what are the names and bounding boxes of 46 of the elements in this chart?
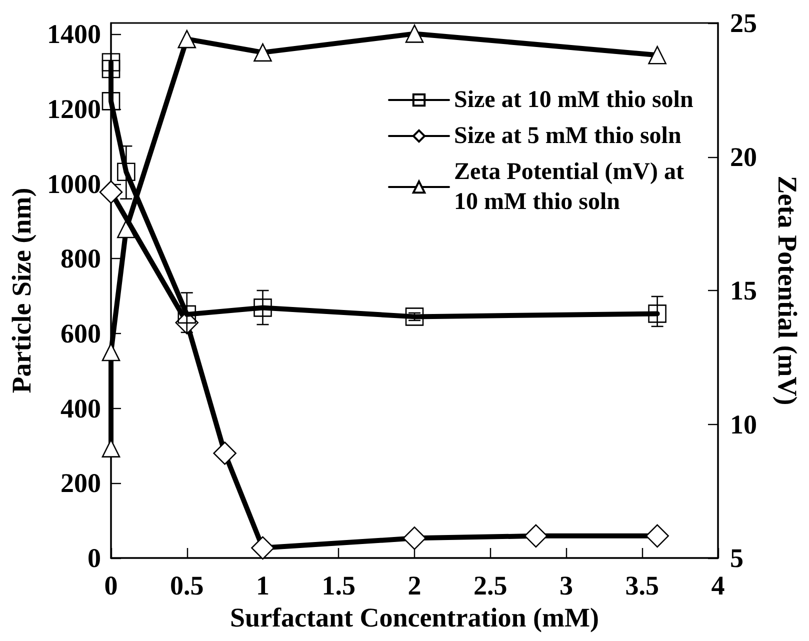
y2-tick-label: 25 bbox=[730, 8, 757, 38]
point bbox=[646, 524, 669, 548]
legend-label: Zeta Potential (mV) at 10 mM thio soln bbox=[454, 159, 690, 215]
point bbox=[648, 304, 666, 323]
y-tick-label: 1000 bbox=[47, 168, 101, 199]
point bbox=[178, 30, 196, 48]
x-axis-title: Surfactant Concentration (mM) bbox=[230, 602, 599, 632]
x-tick-label: 3 bbox=[560, 570, 573, 600]
y2-tick-label: 15 bbox=[730, 276, 757, 306]
point bbox=[102, 439, 120, 458]
x-tick-label: 1 bbox=[256, 570, 270, 600]
y2-axis-title: Zeta Potential (mV) bbox=[772, 176, 802, 406]
y2-tick-label: 10 bbox=[730, 409, 757, 440]
legend-label: Size at 10 mM thio soln bbox=[454, 87, 694, 113]
x-tick-label: 0.5 bbox=[170, 570, 204, 600]
point bbox=[117, 162, 136, 182]
x-tick-label: 3.5 bbox=[625, 570, 659, 600]
y-tick-label: 600 bbox=[60, 318, 101, 349]
legend-label: Size at 5 mM thio soln bbox=[454, 123, 682, 149]
y-tick-label: 1200 bbox=[47, 94, 101, 124]
y2-tick-label: 20 bbox=[730, 142, 757, 172]
y-tick-label: 200 bbox=[60, 468, 101, 498]
y-tick-label: 0 bbox=[88, 543, 101, 573]
y-axis-title: Particle Size (nm) bbox=[6, 188, 36, 394]
point bbox=[213, 442, 236, 465]
y-tick-label: 800 bbox=[60, 244, 101, 274]
point bbox=[102, 92, 120, 110]
x-tick-label: 4 bbox=[711, 570, 725, 600]
point bbox=[405, 24, 424, 43]
point bbox=[524, 524, 548, 548]
x-tick-label: 2.5 bbox=[474, 570, 508, 600]
x-tick-label: 1.5 bbox=[322, 570, 356, 600]
point bbox=[251, 536, 274, 560]
y-tick-label: 1400 bbox=[47, 19, 101, 50]
point bbox=[402, 526, 426, 550]
point bbox=[178, 305, 196, 324]
point bbox=[254, 298, 272, 317]
point bbox=[405, 308, 424, 326]
y-tick-label: 400 bbox=[60, 393, 101, 424]
point bbox=[102, 60, 120, 78]
point bbox=[99, 180, 123, 204]
y2-tick-label: 5 bbox=[730, 543, 744, 573]
point bbox=[648, 46, 666, 64]
x-tick-label: 2 bbox=[408, 570, 422, 600]
point bbox=[254, 43, 272, 62]
point bbox=[102, 53, 120, 72]
